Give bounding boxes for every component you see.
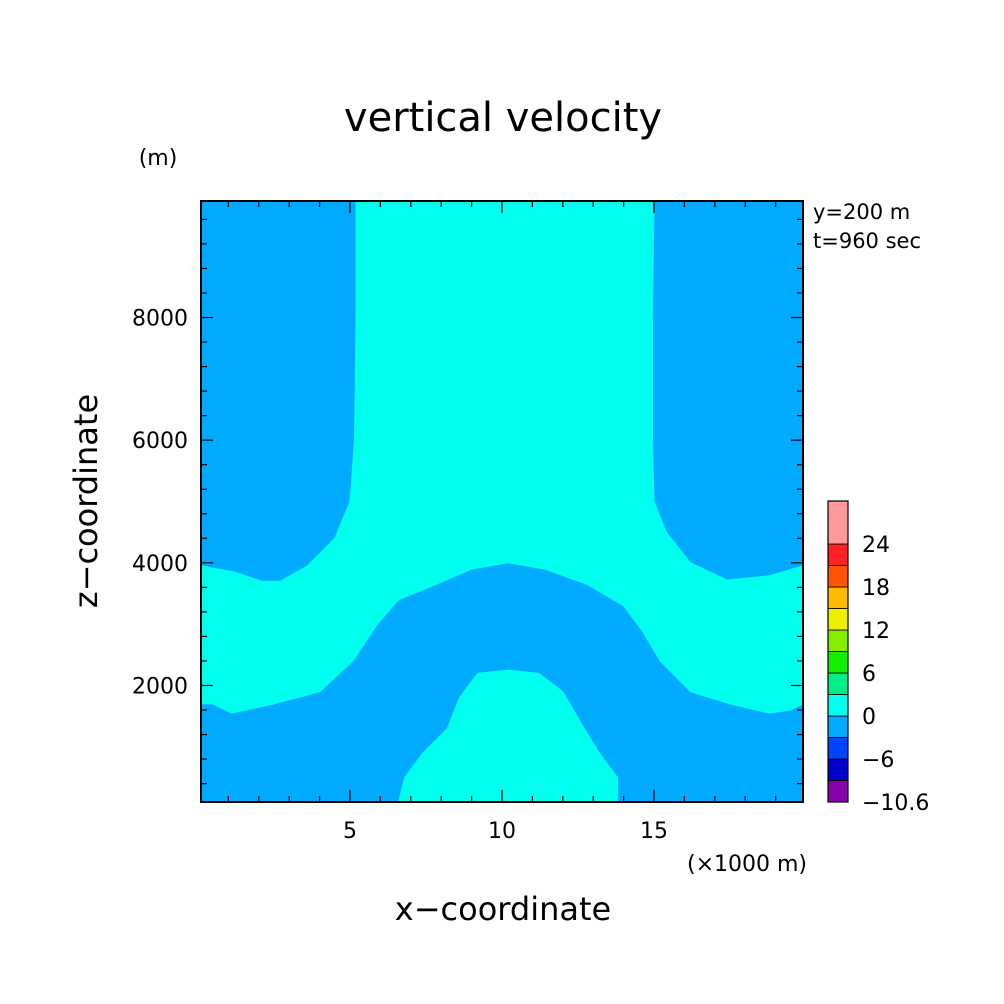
- x-tick-label: 15: [640, 819, 668, 844]
- contour-region-0: [200, 200, 804, 714]
- chart-title: vertical velocity: [344, 95, 662, 141]
- plot-area: [200, 200, 804, 803]
- colorbar-label: 18: [862, 576, 890, 601]
- colorbar-cell: [827, 715, 849, 738]
- colorbar-cell: [827, 737, 849, 760]
- x-unit-label: (×1000 m): [687, 852, 807, 877]
- colorbar-label: −6: [862, 748, 894, 773]
- colorbar-cell: [827, 672, 849, 695]
- colorbar-cell: [827, 500, 849, 545]
- colorbar-cell: [827, 780, 849, 803]
- x-axis-label: x−coordinate: [395, 890, 611, 928]
- y-tick-label: 8000: [132, 307, 188, 332]
- axes: 5 10 15 2000 4000 6000 8000: [132, 200, 804, 844]
- x-tick-label: 10: [488, 819, 516, 844]
- y-axis-label: z−coordinate: [67, 394, 105, 608]
- y-tick-label: 2000: [132, 674, 188, 699]
- y-unit-label: (m): [139, 146, 178, 171]
- colorbar-cell: [827, 758, 849, 781]
- colorbar-label: 6: [862, 662, 876, 687]
- colorbar-cell: [827, 586, 849, 609]
- annotation-y: y=200 m: [813, 200, 910, 224]
- colorbar-cell: [827, 629, 849, 652]
- colorbar-cell: [827, 608, 849, 631]
- colorbar-cell: [827, 565, 849, 588]
- colorbar-frame: [827, 500, 849, 803]
- colorbar-label: 24: [862, 533, 890, 558]
- contour-region-1: [398, 669, 618, 803]
- colorbar-label: −10.6: [862, 791, 929, 816]
- colorbar-label: 0: [862, 705, 876, 730]
- colorbar-cell: [827, 651, 849, 674]
- annotation-t: t=960 sec: [813, 229, 921, 253]
- colorbar-label: 12: [862, 619, 890, 644]
- y-tick-label: 4000: [132, 552, 188, 577]
- colorbar: −10.6 −6 0 6 12 18 24: [827, 500, 929, 816]
- y-tick-label: 6000: [132, 429, 188, 454]
- colorbar-cell: [827, 543, 849, 566]
- x-tick-label: 5: [343, 819, 357, 844]
- colorbar-cell: [827, 694, 849, 717]
